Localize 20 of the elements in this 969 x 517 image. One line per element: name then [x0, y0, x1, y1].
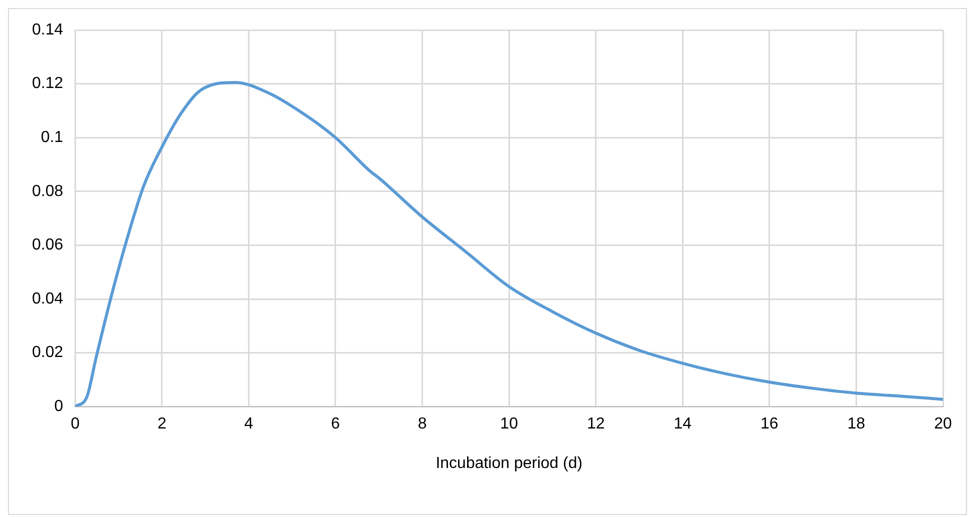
x-tick-label: 4 — [244, 416, 254, 433]
x-tick-label: 10 — [500, 416, 518, 433]
x-tick-label: 18 — [847, 416, 866, 433]
x-tick-label: 16 — [760, 416, 778, 433]
y-tick-label: 0.06 — [32, 236, 64, 254]
x-tick-label: 0 — [70, 416, 80, 433]
y-tick-label: 0.14 — [32, 21, 64, 38]
y-tick-label: 0.04 — [32, 290, 64, 308]
y-tick-label: 0.12 — [32, 75, 64, 92]
x-tick-label: 6 — [331, 416, 340, 433]
y-tick-label: 0.02 — [32, 344, 64, 362]
x-tick-label: 14 — [674, 416, 692, 433]
x-tick-label: 2 — [157, 416, 166, 433]
y-tick-label: 0.1 — [40, 129, 64, 146]
y-tick-label: 0 — [54, 398, 64, 416]
y-tick-label: 0.08 — [32, 182, 64, 200]
x-tick-label: 8 — [418, 416, 427, 433]
x-tick-label: 12 — [586, 416, 605, 433]
x-axis-title: Incubation period (d) — [436, 454, 582, 472]
x-tick-label: 20 — [934, 416, 952, 433]
